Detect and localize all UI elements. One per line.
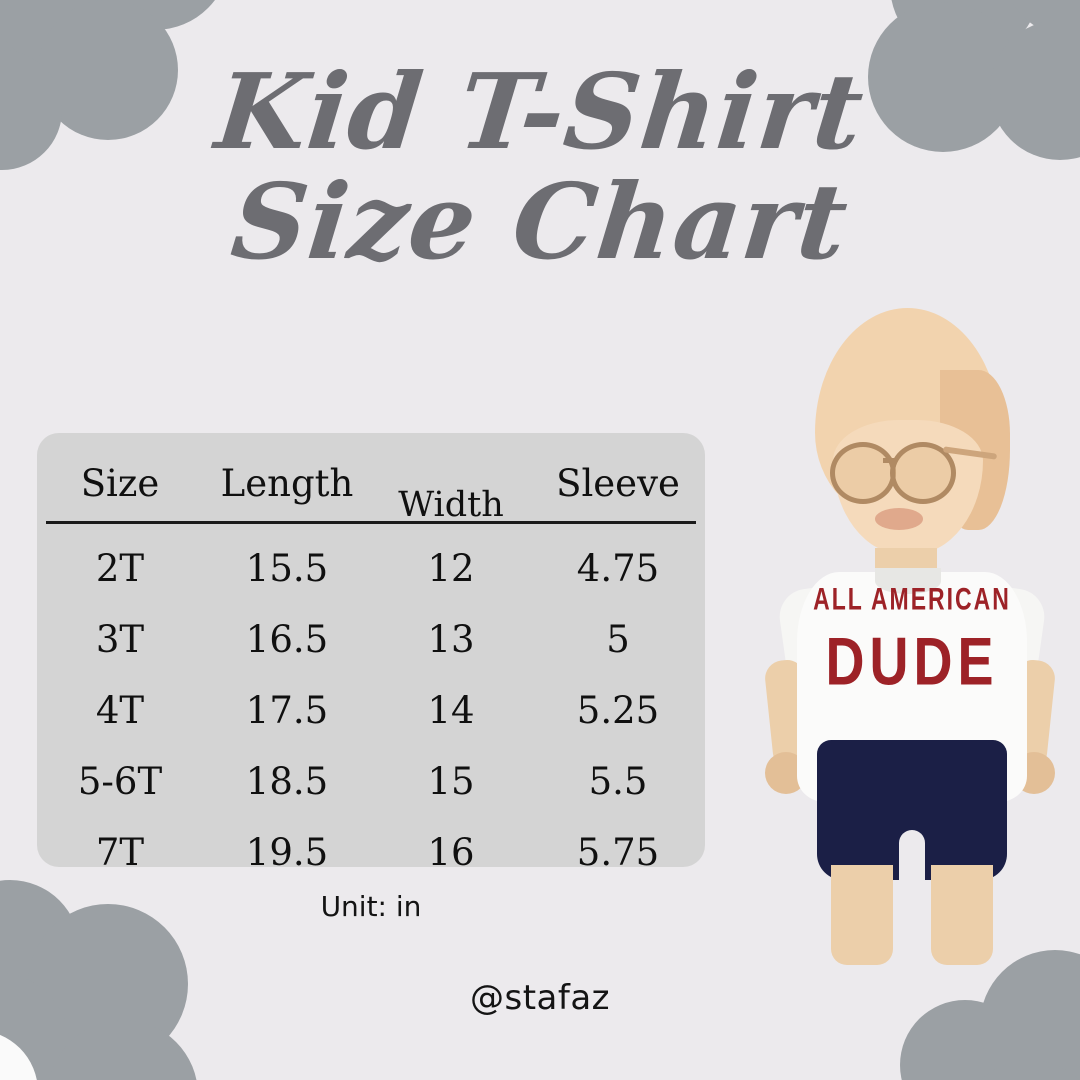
cell-sleeve: 5.75	[576, 831, 660, 874]
cell-sleeve: 4.75	[576, 547, 660, 590]
size-table-panel: Size Length Width Sleeve 2T 15.5 12 4.75…	[37, 433, 705, 874]
model-mouth	[875, 508, 923, 530]
cell-size: 3T	[95, 618, 145, 661]
size-table-head: Size Length Width Sleeve	[37, 433, 705, 533]
cell-length: 18.5	[245, 760, 329, 803]
tshirt-text-line1: ALL AMERICAN	[813, 581, 1011, 617]
column-header-length: Length	[220, 461, 354, 505]
cell-size: 5-6T	[77, 760, 163, 803]
cell-sleeve: 5	[606, 618, 630, 661]
size-table: Size Length Width Sleeve 2T 15.5 12 4.75…	[37, 433, 705, 888]
table-row: 7T 19.5 16 5.75	[37, 817, 705, 888]
cell-size: 4T	[95, 689, 145, 732]
child-model-photo: ALL AMERICAN DUDE	[735, 300, 1080, 980]
size-table-body: 2T 15.5 12 4.75 3T 16.5 13 5 4T 17.5 14 …	[37, 533, 705, 888]
table-row: 4T 17.5 14 5.25	[37, 675, 705, 746]
cell-length: 17.5	[245, 689, 329, 732]
column-header-size: Size	[80, 461, 160, 505]
cloud-decoration-bottom-right	[900, 950, 1080, 1080]
cell-sleeve: 5.5	[588, 760, 648, 803]
cell-length: 15.5	[245, 547, 329, 590]
cell-size: 7T	[95, 831, 145, 874]
brand-handle: @stafaz	[469, 978, 611, 1018]
cell-width: 16	[427, 831, 475, 874]
shorts-inseam-gap	[899, 830, 925, 882]
column-header-sleeve: Sleeve	[556, 461, 680, 505]
cell-width: 12	[427, 547, 475, 590]
cell-length: 19.5	[245, 831, 329, 874]
cell-width: 15	[427, 760, 475, 803]
cell-width: 14	[427, 689, 475, 732]
cloud-decoration-bottom-left	[0, 880, 240, 1080]
cell-width: 13	[427, 618, 475, 661]
model-left-leg	[831, 865, 893, 965]
column-header-width: Width	[398, 485, 504, 525]
cloud-decoration-top-right	[850, 0, 1080, 190]
cloud-decoration-top-left	[0, 0, 260, 190]
table-row: 2T 15.5 12 4.75	[37, 533, 705, 604]
model-right-leg	[931, 865, 993, 965]
unit-note: Unit: in	[320, 890, 422, 923]
sunglasses-bridge	[883, 458, 897, 463]
tshirt-text-line2: DUDE	[825, 624, 999, 700]
tshirt-graphic-text: ALL AMERICAN DUDE	[797, 581, 1027, 699]
table-row: 3T 16.5 13 5	[37, 604, 705, 675]
cell-length: 16.5	[245, 618, 329, 661]
tshirt-collar	[875, 568, 941, 594]
table-header-row: Size Length Width Sleeve	[37, 433, 705, 533]
sunglasses-left-lens	[830, 442, 896, 504]
cell-size: 2T	[95, 547, 145, 590]
table-header-divider	[46, 521, 696, 524]
cell-sleeve: 5.25	[576, 689, 660, 732]
table-row: 5-6T 18.5 15 5.5	[37, 746, 705, 817]
